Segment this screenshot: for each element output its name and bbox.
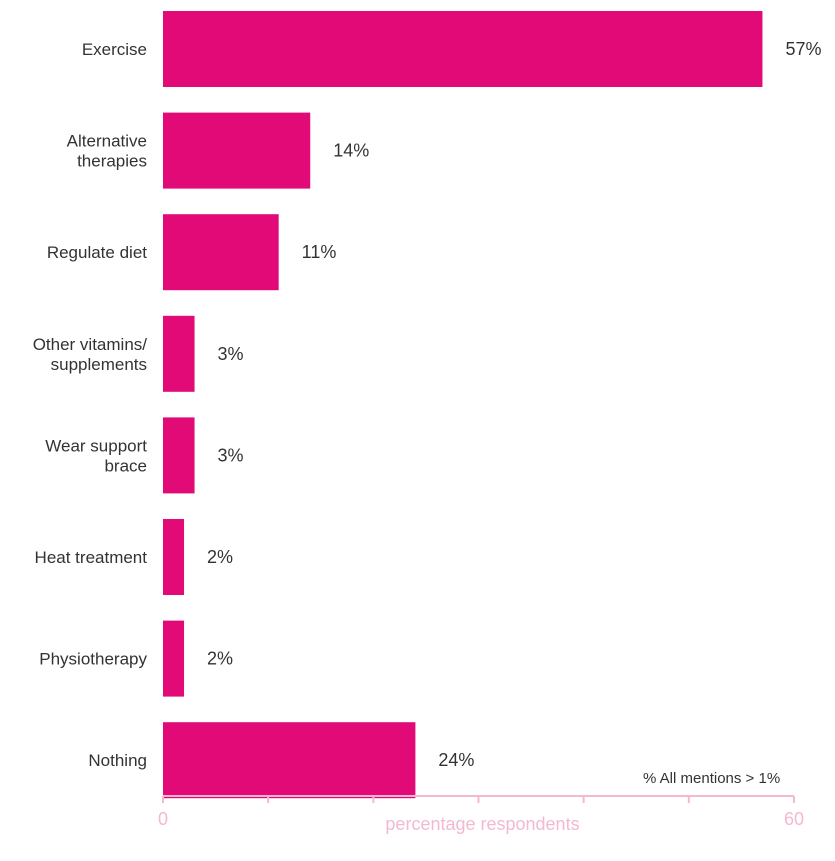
category-label: Exercise — [82, 40, 147, 59]
bar — [163, 519, 185, 595]
bar — [163, 112, 311, 189]
category-label: Heat treatment — [35, 548, 148, 567]
bar — [163, 620, 185, 697]
category-label: Other vitamins/supplements — [33, 335, 148, 374]
value-label: 14% — [333, 141, 369, 161]
value-label: 57% — [785, 39, 821, 59]
bar — [163, 722, 416, 799]
category-label: Nothing — [88, 751, 147, 770]
category-label: Regulate diet — [47, 243, 147, 262]
bar — [163, 417, 195, 494]
value-label: 11% — [302, 242, 337, 262]
bar — [163, 214, 279, 291]
value-label: 2% — [207, 649, 233, 669]
bars — [163, 11, 763, 799]
value-label: 24% — [438, 750, 474, 770]
value-label: 2% — [207, 547, 233, 567]
x-tick-label-max: 60 — [784, 809, 804, 829]
x-axis-label: percentage respondents — [385, 814, 579, 834]
value-label: 3% — [218, 344, 244, 364]
value-labels: 57% 14% 11% 3% 3% 2% 2% 24% — [207, 39, 821, 770]
mentions-note: % All mentions > 1% — [643, 770, 780, 787]
bar — [163, 315, 195, 392]
x-tick-label-min: 0 — [158, 809, 168, 829]
value-label: 3% — [218, 445, 244, 465]
category-label: Physiotherapy — [39, 650, 147, 669]
category-labels: Exercise Alternative therapies Regulate die… — [33, 40, 148, 770]
x-axis: 0 60 percentage respondents — [158, 795, 804, 834]
category-label: Alternative therapies — [67, 132, 147, 171]
category-label: Wear support brace — [45, 436, 147, 475]
bar — [163, 11, 763, 87]
